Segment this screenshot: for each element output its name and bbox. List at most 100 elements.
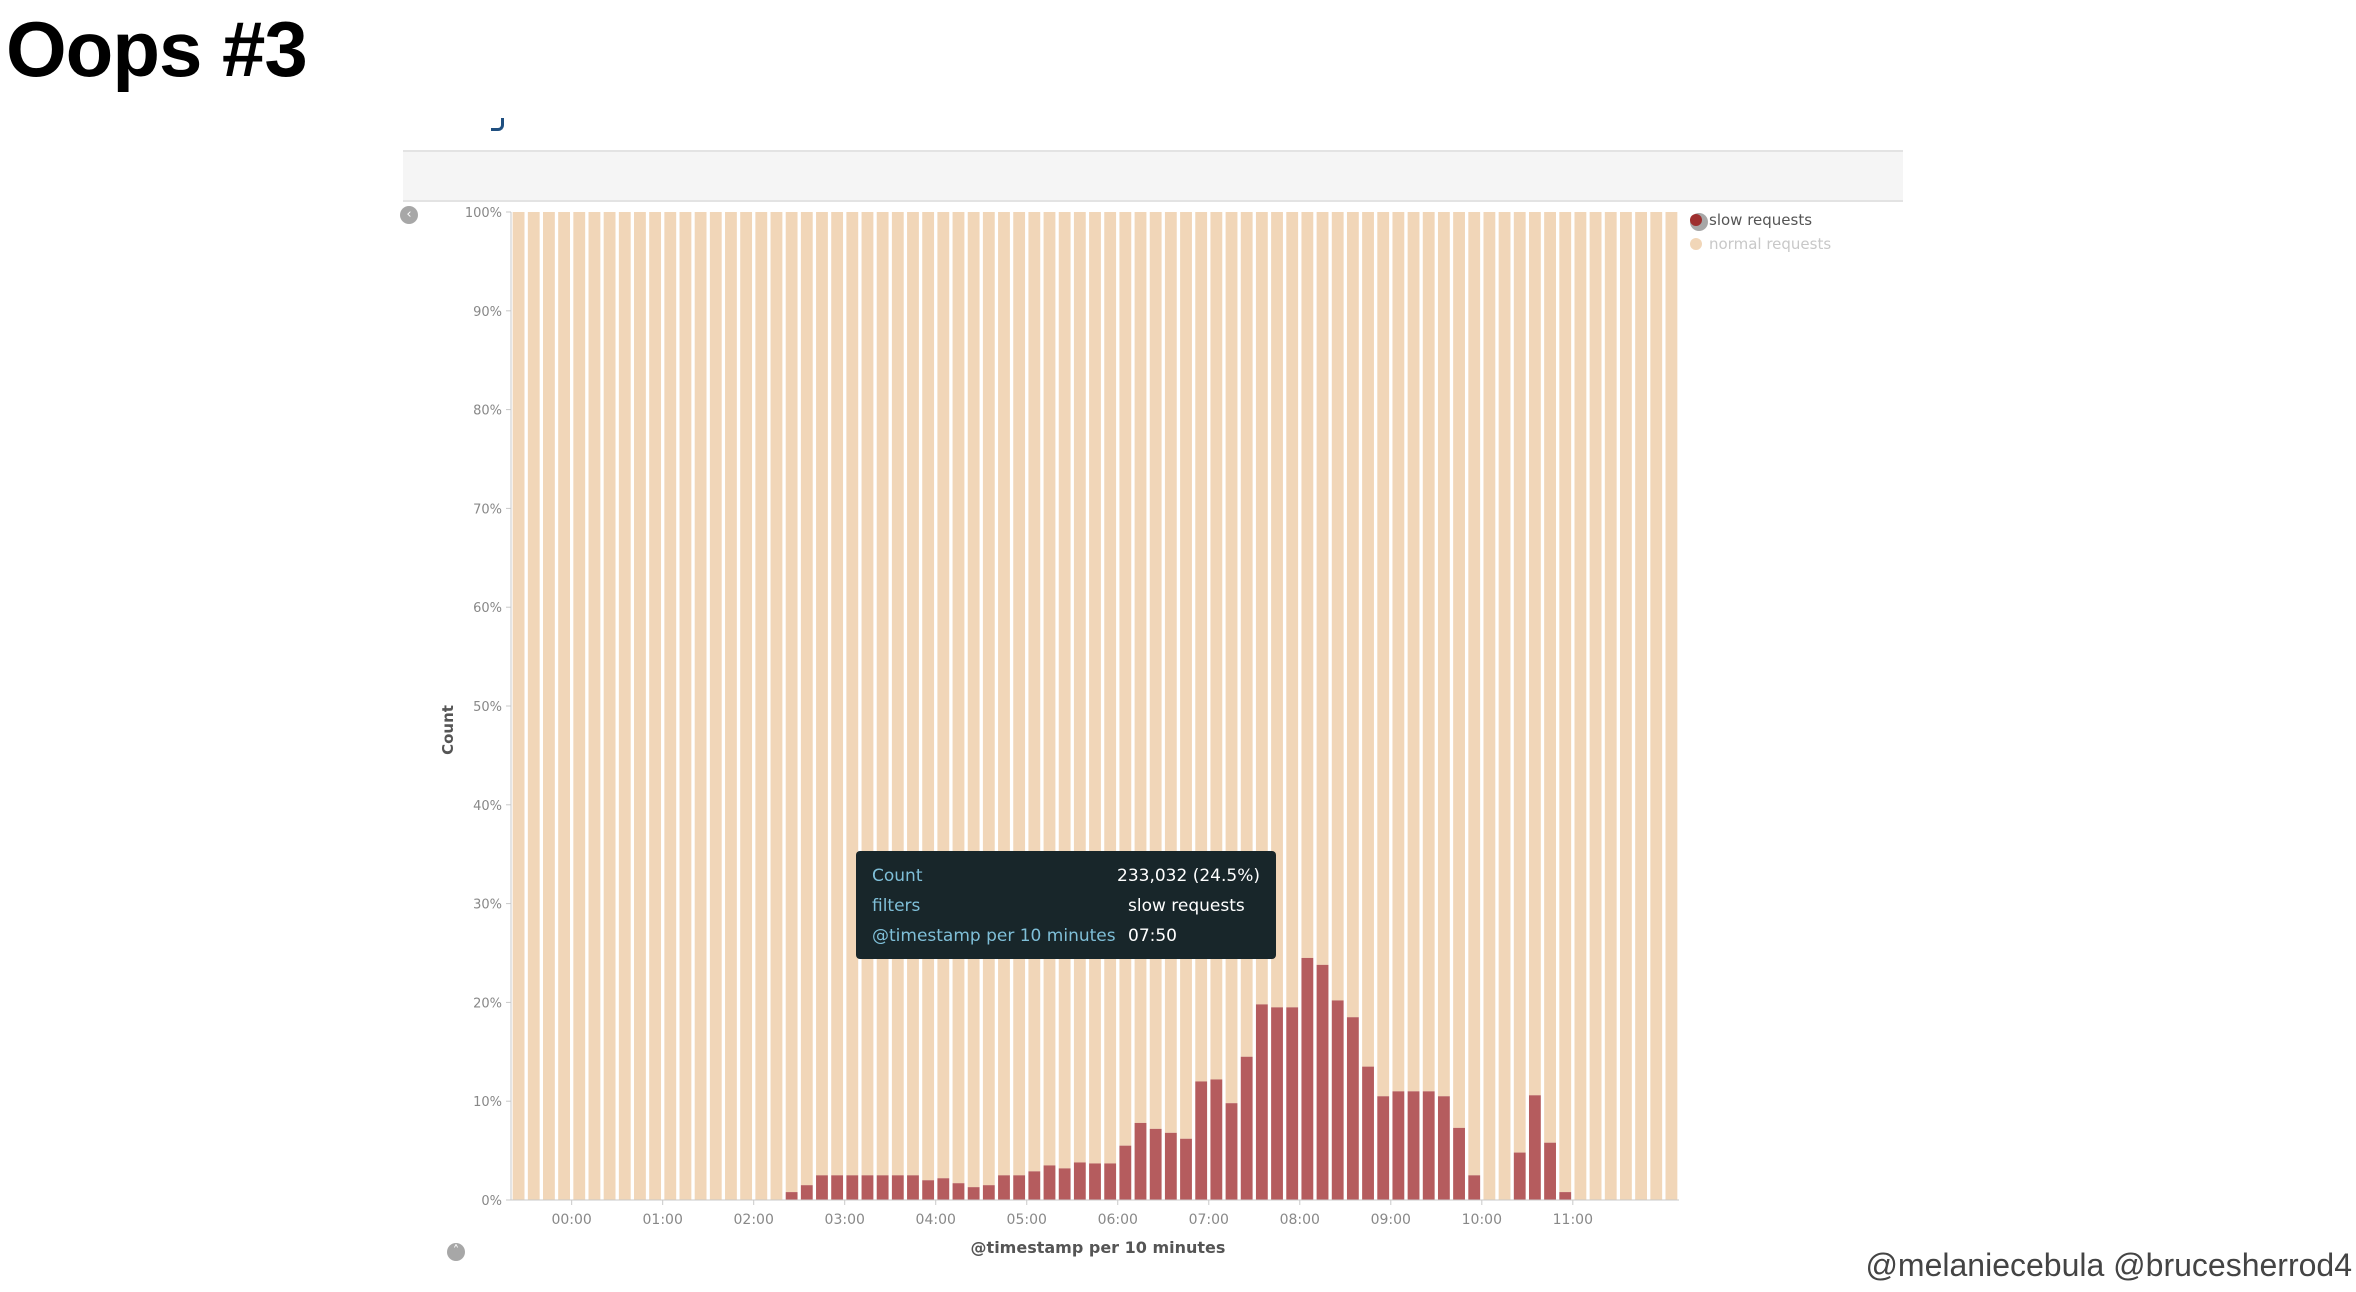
- bar-normal-requests[interactable]: [1483, 212, 1496, 1200]
- bar-slow-requests[interactable]: [1422, 1091, 1435, 1200]
- bar-normal-requests[interactable]: [649, 212, 662, 1200]
- bar-normal-requests[interactable]: [967, 212, 980, 1188]
- bar-normal-requests[interactable]: [1498, 212, 1511, 1200]
- bar-normal-requests[interactable]: [1437, 212, 1450, 1097]
- bar-slow-requests[interactable]: [1301, 957, 1314, 1200]
- bar-slow-requests[interactable]: [1331, 1000, 1344, 1200]
- bar-slow-requests[interactable]: [1104, 1163, 1117, 1200]
- bar-slow-requests[interactable]: [1013, 1175, 1026, 1200]
- bar-normal-requests[interactable]: [664, 212, 677, 1200]
- bar-normal-requests[interactable]: [982, 212, 995, 1186]
- bar-slow-requests[interactable]: [846, 1175, 859, 1200]
- bar-slow-requests[interactable]: [982, 1185, 995, 1200]
- bar-normal-requests[interactable]: [1407, 212, 1420, 1092]
- bar-slow-requests[interactable]: [1286, 1007, 1299, 1200]
- bar-normal-requests[interactable]: [1650, 212, 1663, 1200]
- bar-normal-requests[interactable]: [1346, 212, 1359, 1018]
- bar-normal-requests[interactable]: [831, 212, 844, 1176]
- bar-normal-requests[interactable]: [1134, 212, 1147, 1123]
- bar-slow-requests[interactable]: [1210, 1079, 1223, 1200]
- bar-slow-requests[interactable]: [1043, 1165, 1056, 1200]
- bar-slow-requests[interactable]: [1028, 1171, 1041, 1200]
- bar-slow-requests[interactable]: [785, 1192, 798, 1200]
- bar-slow-requests[interactable]: [831, 1175, 844, 1200]
- bar-normal-requests[interactable]: [952, 212, 965, 1184]
- bar-normal-requests[interactable]: [1286, 212, 1299, 1008]
- bar-slow-requests[interactable]: [1362, 1066, 1374, 1200]
- bar-normal-requests[interactable]: [1544, 212, 1556, 1143]
- bar-normal-requests[interactable]: [725, 212, 737, 1200]
- bar-normal-requests[interactable]: [1574, 212, 1587, 1200]
- bar-normal-requests[interactable]: [1043, 212, 1056, 1166]
- bar-slow-requests[interactable]: [800, 1185, 813, 1200]
- bar-slow-requests[interactable]: [1377, 1096, 1390, 1200]
- bar-normal-requests[interactable]: [527, 212, 540, 1200]
- bar-slow-requests[interactable]: [952, 1183, 965, 1200]
- legend-item-normal-requests[interactable]: normal requests: [1690, 232, 1831, 256]
- chevron-up-icon[interactable]: ˄: [447, 1243, 465, 1261]
- bar-slow-requests[interactable]: [876, 1175, 889, 1200]
- bar-normal-requests[interactable]: [1392, 212, 1405, 1092]
- bar-normal-requests[interactable]: [1362, 212, 1374, 1067]
- bar-slow-requests[interactable]: [1453, 1127, 1465, 1200]
- bar-normal-requests[interactable]: [1377, 212, 1390, 1097]
- bar-slow-requests[interactable]: [1240, 1056, 1253, 1200]
- bar-normal-requests[interactable]: [770, 212, 783, 1200]
- bar-normal-requests[interactable]: [1164, 212, 1177, 1133]
- legend-item-slow-requests[interactable]: slow requests: [1690, 208, 1831, 232]
- bar-slow-requests[interactable]: [816, 1175, 828, 1200]
- bar-slow-requests[interactable]: [891, 1175, 904, 1200]
- bar-normal-requests[interactable]: [1058, 212, 1071, 1169]
- bar-slow-requests[interactable]: [1089, 1163, 1101, 1200]
- bar-slow-requests[interactable]: [1468, 1175, 1481, 1200]
- bar-normal-requests[interactable]: [1635, 212, 1647, 1200]
- bar-slow-requests[interactable]: [1407, 1091, 1420, 1200]
- bar-slow-requests[interactable]: [1164, 1132, 1177, 1200]
- bar-normal-requests[interactable]: [603, 212, 616, 1200]
- bar-slow-requests[interactable]: [1195, 1081, 1208, 1200]
- bar-slow-requests[interactable]: [907, 1175, 919, 1200]
- bar-slow-requests[interactable]: [937, 1178, 950, 1200]
- bar-normal-requests[interactable]: [1619, 212, 1632, 1200]
- bar-normal-requests[interactable]: [1422, 212, 1435, 1092]
- bar-normal-requests[interactable]: [573, 212, 586, 1200]
- bar-normal-requests[interactable]: [740, 212, 753, 1200]
- bar-normal-requests[interactable]: [618, 212, 631, 1200]
- bar-slow-requests[interactable]: [1437, 1096, 1450, 1200]
- bar-normal-requests[interactable]: [1589, 212, 1602, 1200]
- bar-normal-requests[interactable]: [1149, 212, 1162, 1129]
- bar-normal-requests[interactable]: [800, 212, 813, 1186]
- bar-normal-requests[interactable]: [1513, 212, 1526, 1153]
- bar-normal-requests[interactable]: [1089, 212, 1101, 1164]
- bar-slow-requests[interactable]: [1392, 1091, 1405, 1200]
- bar-normal-requests[interactable]: [1665, 212, 1678, 1200]
- bar-normal-requests[interactable]: [588, 212, 601, 1200]
- bar-slow-requests[interactable]: [922, 1180, 935, 1200]
- bar-normal-requests[interactable]: [1316, 212, 1329, 965]
- bar-normal-requests[interactable]: [1559, 212, 1572, 1193]
- bar-normal-requests[interactable]: [1210, 212, 1223, 1080]
- bar-normal-requests[interactable]: [1301, 212, 1314, 958]
- bar-slow-requests[interactable]: [1544, 1142, 1556, 1200]
- bar-slow-requests[interactable]: [1513, 1152, 1526, 1200]
- bar-normal-requests[interactable]: [679, 212, 692, 1200]
- bar-normal-requests[interactable]: [634, 212, 646, 1200]
- bar-normal-requests[interactable]: [922, 212, 935, 1181]
- bar-normal-requests[interactable]: [755, 212, 768, 1200]
- bar-normal-requests[interactable]: [1119, 212, 1132, 1146]
- bar-normal-requests[interactable]: [1180, 212, 1192, 1139]
- bar-normal-requests[interactable]: [816, 212, 828, 1176]
- bar-slow-requests[interactable]: [998, 1175, 1010, 1200]
- bar-normal-requests[interactable]: [543, 212, 555, 1200]
- bar-normal-requests[interactable]: [1453, 212, 1465, 1128]
- bar-normal-requests[interactable]: [558, 212, 571, 1200]
- bar-normal-requests[interactable]: [694, 212, 707, 1200]
- bar-normal-requests[interactable]: [1604, 212, 1617, 1200]
- bar-slow-requests[interactable]: [861, 1175, 874, 1200]
- bar-normal-requests[interactable]: [512, 212, 525, 1200]
- bar-slow-requests[interactable]: [1559, 1192, 1572, 1200]
- bar-slow-requests[interactable]: [1316, 964, 1329, 1200]
- chevron-left-icon[interactable]: ‹: [400, 206, 418, 224]
- bar-normal-requests[interactable]: [1468, 212, 1481, 1176]
- bar-normal-requests[interactable]: [907, 212, 919, 1176]
